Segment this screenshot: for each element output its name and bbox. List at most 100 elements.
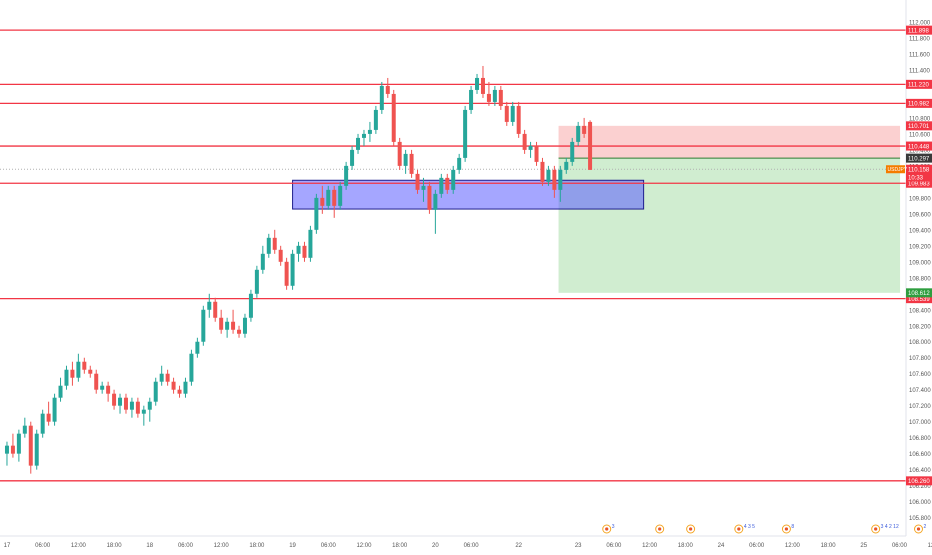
price-tick-label: 110.400 (909, 148, 931, 154)
levels-layer (0, 29, 906, 482)
price-tick-label: 108.000 (909, 340, 931, 346)
level-price-tag-bg (906, 294, 932, 304)
time-tick-label: 20 (432, 543, 439, 549)
time-axis[interactable]: 17 06:00 12:00 18:00 18 06:00 12:00 18:00 19 06:0… (0, 535, 932, 549)
candle-body (516, 105, 521, 134)
level-price-tag-bg (906, 178, 932, 188)
candle-body (451, 169, 456, 190)
time-tick-label: 18 (146, 543, 153, 549)
price-tick-label: 106.200 (909, 484, 931, 490)
level-price-tag: 109.983 (908, 182, 930, 188)
economic-events[interactable]: 3 4 3 5 8 3 4 2 12 2 (602, 524, 932, 534)
candle-body (266, 237, 271, 254)
level-price-tag: 108.539 (908, 297, 930, 303)
candle-body (373, 109, 378, 130)
time-tick-label: 12:00 (214, 543, 230, 549)
current-price-tag: 110.158 (908, 168, 930, 174)
candle-body (582, 125, 587, 134)
time-tick-label: 06:00 (749, 543, 765, 549)
candle-body (385, 85, 390, 94)
price-tick-label: 108.400 (909, 308, 931, 314)
price-tick-label: 112.000 (909, 20, 931, 26)
candle-body (231, 321, 236, 330)
candle-body (225, 321, 230, 330)
demand-zone[interactable] (292, 179, 645, 210)
candle-body (302, 245, 307, 258)
candle-body (118, 397, 123, 406)
time-tick-label: 12:00 (928, 543, 932, 549)
candle-body (22, 425, 27, 434)
candle-body (576, 125, 581, 142)
price-tick-label: 107.800 (909, 356, 931, 362)
candle-body (427, 185, 432, 210)
candle-body (475, 77, 480, 90)
candle-body (421, 185, 426, 190)
candle-body (135, 401, 140, 414)
time-tick-label: 24 (718, 543, 725, 549)
candle-body (534, 145, 539, 162)
stop-loss-zone[interactable] (558, 125, 901, 159)
zones-layer (292, 125, 901, 293)
candle-body (570, 141, 575, 162)
level-price-tag: 110.982 (908, 102, 930, 108)
candle-body (588, 121, 593, 170)
event-count: 2 (924, 524, 927, 530)
event-flag-dot (874, 527, 878, 531)
price-axis[interactable]: 112.000111.800111.600111.400111.200111.0… (905, 0, 931, 536)
candle-body (100, 385, 105, 390)
event-flag-dot (605, 527, 609, 531)
candle-body (64, 369, 69, 386)
price-tick-label: 109.400 (909, 228, 931, 234)
candle-body (397, 141, 402, 166)
candle-body (70, 369, 75, 378)
candle-body (153, 381, 158, 402)
price-tick-label: 106.000 (909, 500, 931, 506)
stop-price-tag: 110.701 (908, 124, 930, 130)
candle-body (165, 373, 170, 382)
candle-body (510, 105, 515, 122)
current-price-tag-bg (906, 164, 932, 174)
candle-body (308, 229, 313, 258)
candle-body (123, 397, 128, 410)
candle-body (314, 197, 319, 230)
candle-body (10, 445, 15, 454)
candle-body (338, 185, 343, 206)
countdown-tag: 10:33 (908, 175, 924, 181)
candles-layer (4, 65, 593, 474)
candle-body (469, 89, 474, 110)
candle-body (52, 397, 57, 422)
candle-body (540, 161, 545, 182)
candle-body (463, 109, 468, 158)
candle-body (254, 269, 259, 294)
price-tick-label: 110.800 (909, 116, 931, 122)
candle-body (332, 189, 337, 206)
symbol-tag: USDJPY (888, 167, 908, 173)
price-tick-label: 106.600 (909, 452, 931, 458)
take-profit-zone[interactable] (558, 158, 901, 293)
event-count: 8 (791, 524, 794, 530)
candle-body (546, 169, 551, 182)
candle-body (16, 433, 21, 454)
candle-body (290, 253, 295, 286)
time-tick-label: 06:00 (892, 543, 908, 549)
time-tick-label: 25 (860, 543, 867, 549)
candle-body (94, 373, 99, 390)
candle-body (409, 153, 414, 174)
candle-body (439, 177, 444, 194)
price-tick-label: 109.200 (909, 244, 931, 250)
time-tick-label: 18:00 (392, 543, 408, 549)
stop-price-tag-bg (906, 121, 932, 131)
candle-body (480, 77, 485, 94)
price-tick-label: 108.800 (909, 276, 931, 282)
price-tick-label: 109.800 (909, 196, 931, 202)
candle-body (445, 177, 450, 190)
level-price-tag: 111.220 (908, 83, 929, 89)
price-tick-label: 111.400 (909, 68, 930, 74)
price-tick-label: 107.400 (909, 388, 931, 394)
candle-body (320, 197, 325, 206)
event-count: 4 3 5 (744, 524, 755, 530)
price-tick-label: 108.200 (909, 324, 931, 330)
candle-body (28, 425, 33, 466)
